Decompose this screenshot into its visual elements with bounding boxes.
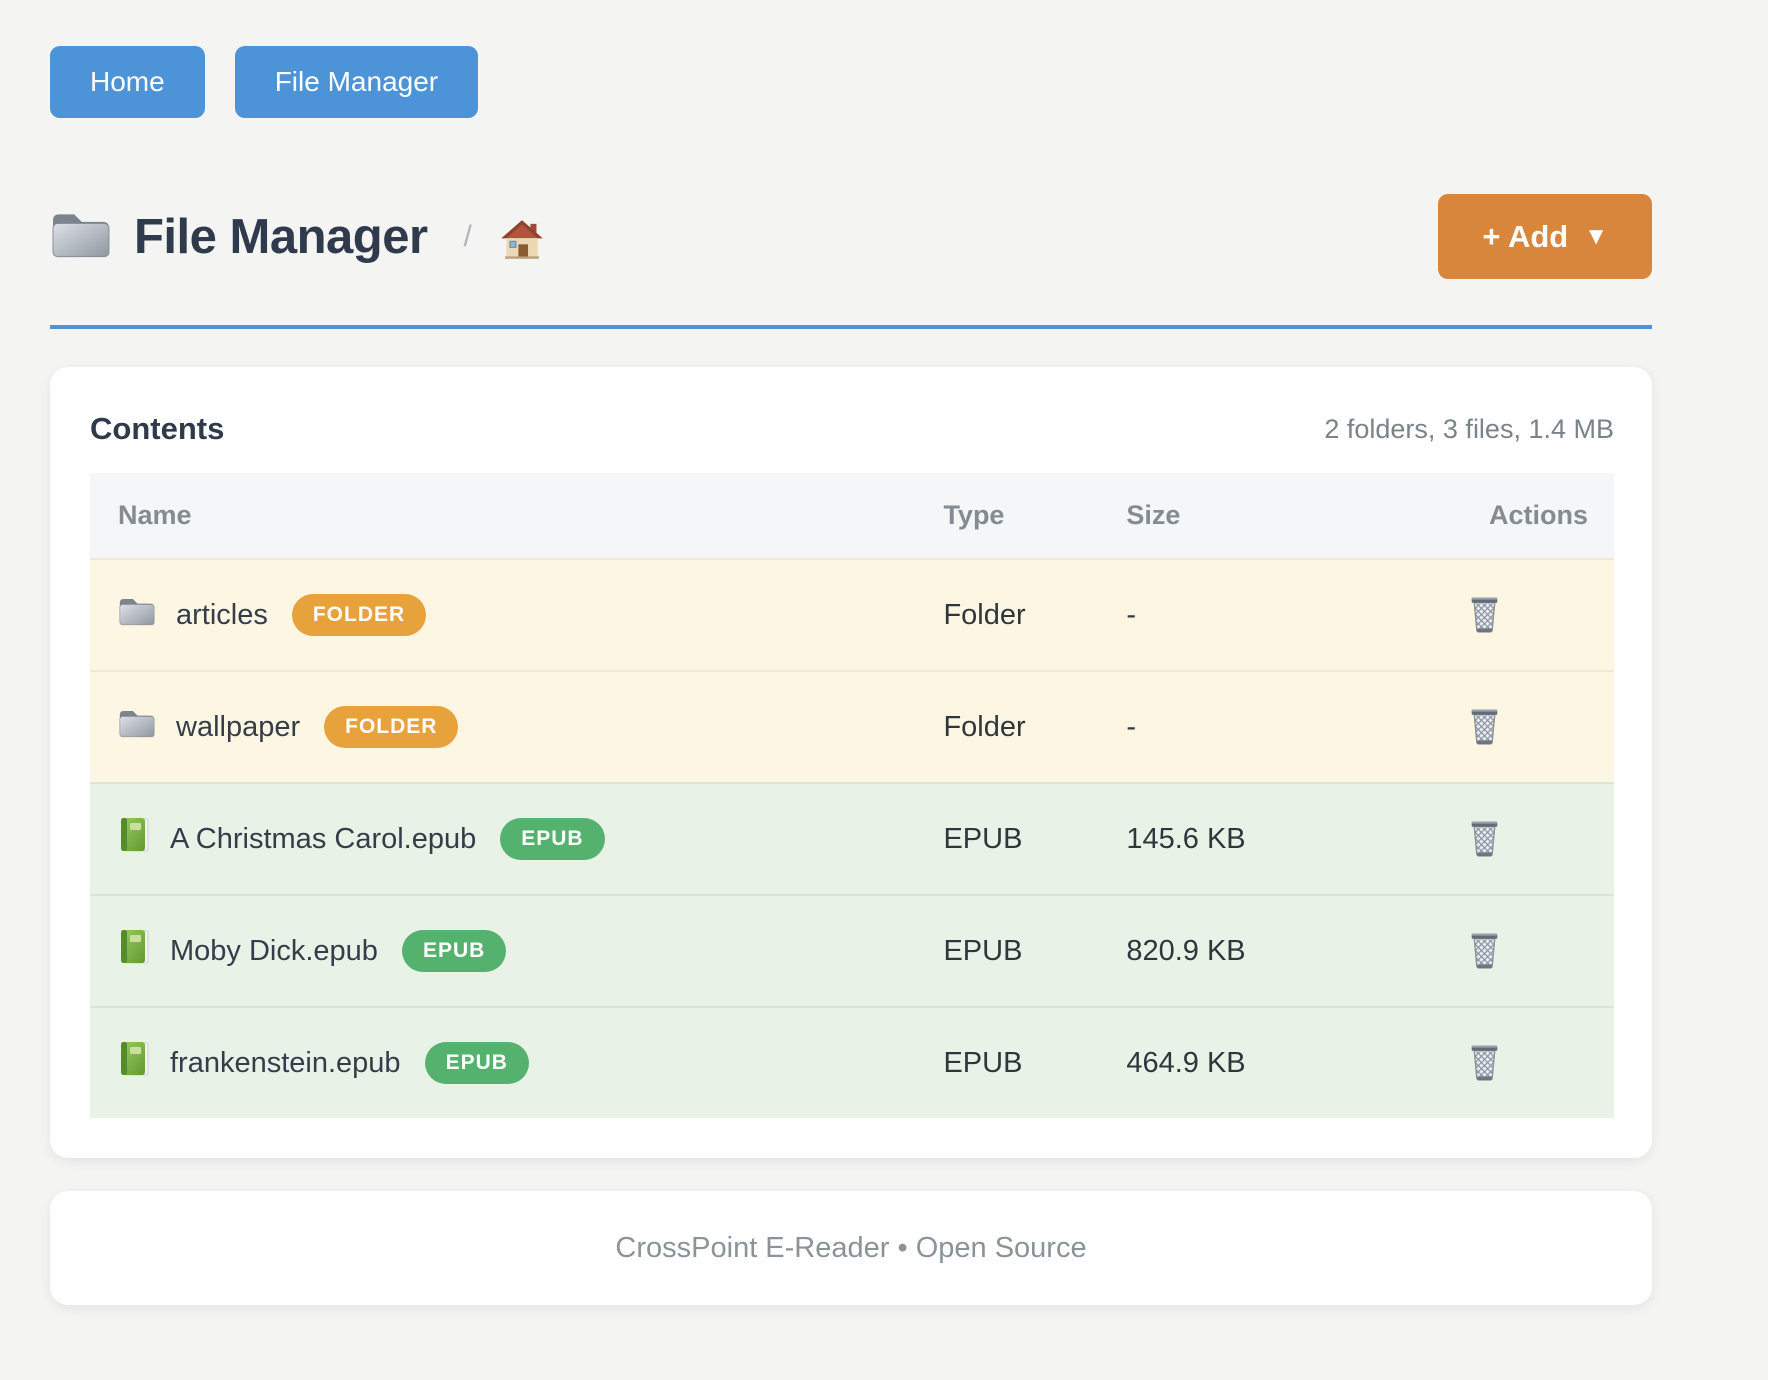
item-type: EPUB <box>943 934 1023 967</box>
item-type: EPUB <box>943 822 1023 855</box>
item-name[interactable]: Moby Dick.epub <box>170 934 378 967</box>
column-header-size: Size <box>1126 500 1181 530</box>
contents-summary: 2 folders, 3 files, 1.4 MB <box>1324 413 1614 444</box>
contents-card: Contents 2 folders, 3 files, 1.4 MB Name… <box>50 367 1652 1158</box>
delete-button[interactable] <box>1462 701 1507 753</box>
item-size: 820.9 KB <box>1126 934 1246 967</box>
type-badge: FOLDER <box>291 594 427 636</box>
breadcrumb-separator: / <box>463 219 472 253</box>
green-book-icon <box>118 929 150 973</box>
delete-button[interactable] <box>1462 925 1507 977</box>
home-button[interactable]: Home <box>50 46 205 118</box>
type-badge: EPUB <box>424 1042 529 1084</box>
delete-button[interactable] <box>1462 1037 1507 1089</box>
top-nav: Home File Manager <box>50 0 1652 118</box>
add-button[interactable]: + Add ▼ <box>1438 194 1652 279</box>
table-row[interactable]: Moby Dick.epub EPUB EPUB 820.9 KB <box>90 894 1614 1006</box>
type-badge: FOLDER <box>324 706 459 748</box>
trash-icon <box>1466 1041 1503 1085</box>
table-row[interactable]: frankenstein.epub EPUB EPUB 464.9 KB <box>90 1006 1614 1118</box>
item-type: EPUB <box>943 1046 1023 1079</box>
item-name[interactable]: frankenstein.epub <box>170 1046 401 1079</box>
item-size: - <box>1126 710 1136 743</box>
folder-icon <box>50 208 112 265</box>
table-row[interactable]: wallpaper FOLDER Folder - <box>90 670 1614 782</box>
table-row[interactable]: articles FOLDER Folder - <box>90 558 1614 670</box>
file-table: Name Type Size Actions articles FOLDER F… <box>90 473 1614 1118</box>
house-icon[interactable] <box>500 219 544 265</box>
type-badge: EPUB <box>401 930 507 972</box>
chevron-down-icon: ▼ <box>1584 222 1608 250</box>
table-header-row: Name Type Size Actions <box>90 473 1614 558</box>
green-book-icon <box>118 1041 150 1085</box>
item-size: 145.6 KB <box>1126 822 1246 855</box>
type-badge: EPUB <box>500 818 605 860</box>
add-button-label: + Add <box>1482 218 1569 254</box>
item-name[interactable]: wallpaper <box>176 710 301 743</box>
column-header-name: Name <box>118 500 192 530</box>
trash-icon <box>1466 593 1503 637</box>
item-size: 464.9 KB <box>1126 1046 1246 1079</box>
item-size: - <box>1126 598 1136 631</box>
page-header: File Manager / + Add ▼ <box>50 194 1652 279</box>
item-type: Folder <box>943 710 1026 743</box>
item-name[interactable]: articles <box>176 598 268 631</box>
folder-icon <box>118 595 156 635</box>
file-manager-button[interactable]: File Manager <box>234 46 479 118</box>
footer-text: CrossPoint E-Reader • Open Source <box>615 1231 1087 1264</box>
item-type: Folder <box>943 598 1026 631</box>
delete-button[interactable] <box>1462 813 1507 865</box>
folder-icon <box>118 707 156 747</box>
footer-card: CrossPoint E-Reader • Open Source <box>50 1191 1652 1305</box>
contents-title: Contents <box>90 411 225 446</box>
trash-icon <box>1466 929 1503 973</box>
delete-button[interactable] <box>1462 589 1507 641</box>
trash-icon <box>1466 705 1503 749</box>
page-title: File Manager <box>134 209 428 264</box>
page: Home File Manager File Manager / + Add ▼… <box>50 0 1652 1305</box>
item-name[interactable]: A Christmas Carol.epub <box>170 822 477 855</box>
green-book-icon <box>118 817 150 861</box>
table-row[interactable]: A Christmas Carol.epub EPUB EPUB 145.6 K… <box>90 782 1614 894</box>
title-divider <box>50 325 1652 329</box>
column-header-actions: Actions <box>1488 500 1588 530</box>
column-header-type: Type <box>943 500 1005 530</box>
trash-icon <box>1466 817 1503 861</box>
